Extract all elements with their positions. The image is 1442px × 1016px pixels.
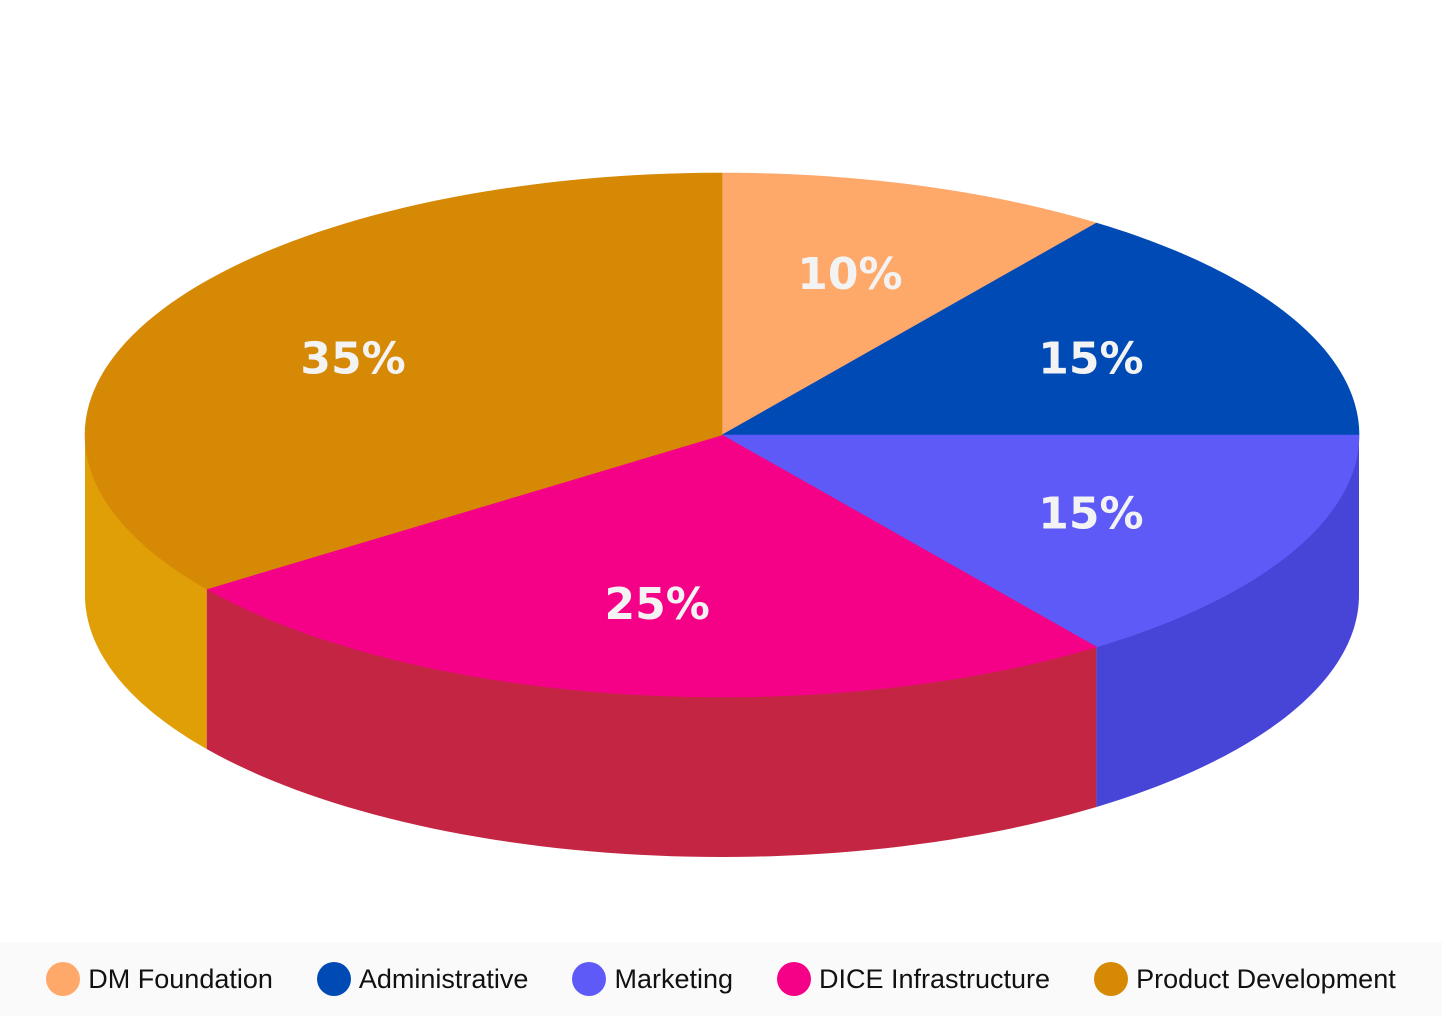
pie-side-dice-infrastructure: [206, 589, 1097, 857]
pie-slice-dm-foundation[interactable]: [721, 172, 1098, 436]
pie-slice-administrative[interactable]: [720, 222, 1360, 436]
data-label-dice-infrastructure: 25%: [605, 579, 710, 630]
legend-item-product-development[interactable]: Product Development: [1094, 962, 1396, 996]
pie-chart: 10% 15% 15% 25% 35%: [84, 172, 1360, 857]
pie-slice-marketing[interactable]: [720, 434, 1360, 648]
legend-swatch-dice-infrastructure: [777, 962, 811, 996]
legend-swatch-marketing: [572, 962, 607, 996]
pie-side-marketing: [1096, 435, 1359, 807]
pie-side-walls: [85, 435, 1359, 857]
pie-top-faces: [84, 172, 1360, 698]
legend-item-dm-foundation[interactable]: DM Foundation: [46, 962, 273, 996]
legend-label: DM Foundation: [88, 963, 273, 994]
data-label-administrative: 15%: [1038, 334, 1143, 385]
data-label-product-development: 35%: [300, 334, 405, 385]
pie-side-product-development: [85, 435, 207, 749]
legend: DM Foundation Administrative Marketing D…: [0, 942, 1442, 1016]
pie-slice-product-development[interactable]: [84, 172, 723, 590]
legend-item-dice-infrastructure[interactable]: DICE Infrastructure: [777, 962, 1050, 996]
data-label-dm-foundation: 10%: [797, 249, 902, 300]
pie-labels: 10% 15% 15% 25% 35%: [300, 249, 1143, 630]
legend-label: DICE Infrastructure: [819, 963, 1051, 994]
legend-swatch-product-development: [1094, 962, 1129, 996]
pie-chart-svg: 10% 15% 15% 25% 35%: [84, 172, 1360, 857]
legend-swatch-administrative: [316, 962, 351, 996]
pie-slice-dice-infrastructure[interactable]: [205, 434, 1098, 698]
legend-label: Administrative: [358, 963, 529, 994]
legend-label: Marketing: [614, 963, 733, 994]
data-label-marketing: 15%: [1038, 488, 1143, 539]
legend-item-marketing[interactable]: Marketing: [572, 962, 733, 996]
legend-item-administrative[interactable]: Administrative: [316, 962, 529, 996]
legend-label: Product Development: [1136, 963, 1396, 994]
legend-swatch-dm-foundation: [46, 962, 81, 996]
